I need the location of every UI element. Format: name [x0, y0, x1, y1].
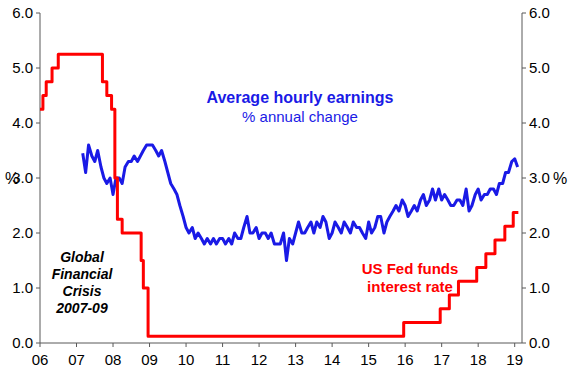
x-tick — [113, 343, 114, 347]
x-tick-label: 17 — [433, 351, 450, 368]
x-tick-label: 15 — [360, 351, 377, 368]
x-tick — [186, 343, 187, 347]
y-tick-label: 6.0 — [12, 4, 33, 21]
x-tick — [368, 343, 369, 347]
x-tick — [478, 343, 479, 347]
series-label-line: interest rate — [367, 278, 453, 295]
y-tick-label: 2.0 — [12, 224, 33, 241]
x-tick-label: 10 — [178, 351, 195, 368]
y2-tick — [522, 233, 526, 234]
x-tick — [149, 343, 150, 347]
y2-axis-label: % — [553, 170, 567, 187]
y-tick-label: 5.0 — [12, 59, 33, 76]
y-tick — [36, 288, 40, 289]
y-tick — [36, 68, 40, 69]
chart: 0.01.02.03.04.05.06.00.01.02.03.04.05.06… — [0, 0, 570, 381]
y-axis-label: % — [5, 170, 19, 187]
x-tick — [295, 343, 296, 347]
y2-tick-label: 0.0 — [529, 334, 550, 351]
annotation-line: Financial — [52, 266, 114, 282]
y2-tick — [522, 123, 526, 124]
x-tick-label: 19 — [506, 351, 523, 368]
series-line — [83, 145, 518, 261]
y-tick — [36, 123, 40, 124]
x-tick-label: 07 — [68, 351, 85, 368]
y2-tick-label: 3.0 — [529, 169, 550, 186]
series-line — [40, 54, 518, 336]
y-tick-label: 4.0 — [12, 114, 33, 131]
y2-tick — [522, 68, 526, 69]
x-tick — [514, 343, 515, 347]
annotation-line: 2007-09 — [55, 300, 108, 316]
series-label: US Fed fundsinterest rate — [362, 260, 459, 295]
x-tick-label: 14 — [324, 351, 341, 368]
y-tick-label: 0.0 — [12, 334, 33, 351]
annotation-line: Global — [60, 249, 105, 265]
x-tick — [259, 343, 260, 347]
plot-area — [40, 54, 518, 336]
x-tick — [405, 343, 406, 347]
y-tick — [36, 178, 40, 179]
y2-tick — [522, 288, 526, 289]
y2-tick — [522, 178, 526, 179]
x-tick-label: 11 — [215, 351, 231, 368]
x-axis — [40, 343, 522, 344]
annotation: % annual change — [242, 108, 358, 125]
y2-tick-label: 4.0 — [529, 114, 550, 131]
x-tick-label: 08 — [105, 351, 122, 368]
y-tick — [36, 233, 40, 234]
x-tick-label: 18 — [470, 351, 487, 368]
y-tick — [36, 343, 40, 344]
annotation: GlobalFinancialCrisis2007-09 — [52, 249, 114, 316]
y2-tick-label: 5.0 — [529, 59, 550, 76]
series-label-line: US Fed funds — [362, 260, 459, 277]
series-label: Average hourly earnings — [206, 89, 393, 106]
x-tick-label: 12 — [251, 351, 268, 368]
y2-tick — [522, 343, 526, 344]
annotation-line: Crisis — [63, 283, 102, 299]
y2-tick-label: 6.0 — [529, 4, 550, 21]
y-tick — [36, 13, 40, 14]
x-tick — [40, 343, 41, 347]
x-tick-label: 09 — [141, 351, 158, 368]
y2-tick-label: 1.0 — [529, 279, 550, 296]
x-tick — [332, 343, 333, 347]
x-tick-label: 06 — [32, 351, 49, 368]
x-tick — [222, 343, 223, 347]
y2-tick-label: 2.0 — [529, 224, 550, 241]
x-tick-label: 16 — [397, 351, 414, 368]
y-tick-label: 1.0 — [12, 279, 33, 296]
y2-tick — [522, 13, 526, 14]
x-tick-label: 13 — [287, 351, 304, 368]
x-tick — [441, 343, 442, 347]
x-tick — [76, 343, 77, 347]
